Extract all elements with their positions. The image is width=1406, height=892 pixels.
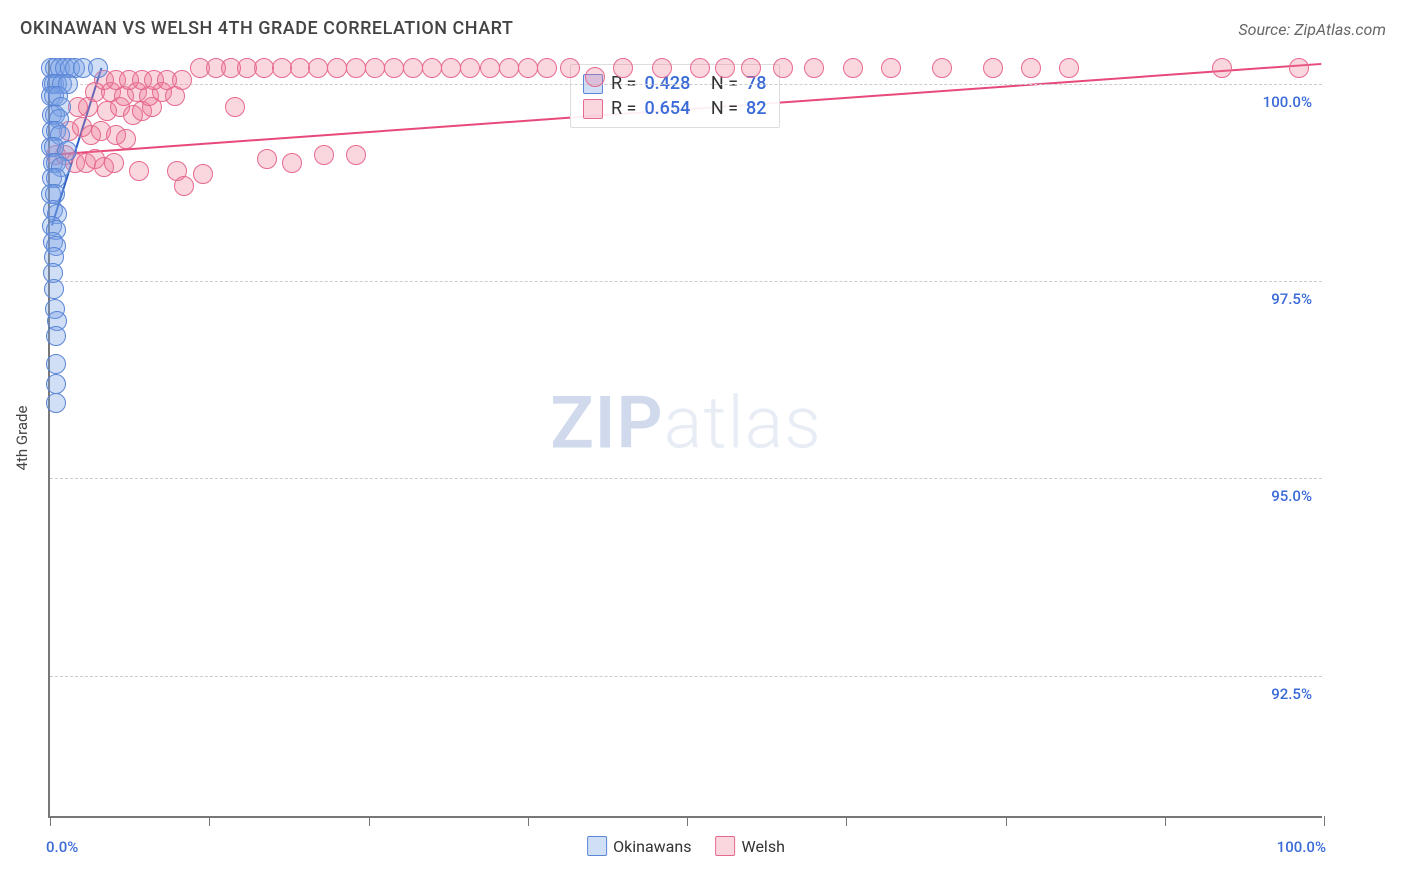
okinawan-point	[44, 279, 64, 299]
chart-header: OKINAWAN VS WELSH 4TH GRADE CORRELATION …	[0, 0, 1406, 47]
y-axis-title: 4th Grade	[13, 406, 31, 471]
welsh-point	[1212, 58, 1232, 78]
y-tick-label: 95.0%	[1271, 487, 1312, 505]
welsh-point	[174, 176, 194, 196]
welsh-stats-row: R = 0.654 N = 82	[583, 96, 767, 121]
welsh-n-value: 82	[746, 98, 766, 119]
welsh-point	[172, 70, 192, 90]
watermark-atlas: atlas	[664, 380, 822, 465]
welsh-point	[346, 58, 366, 78]
plot-area: 4th Grade ZIPatlas R = 0.428 N = 78 R = …	[48, 60, 1322, 818]
okinawan-point	[46, 393, 66, 413]
welsh-point	[585, 67, 605, 87]
welsh-point	[129, 161, 149, 181]
welsh-point	[327, 58, 347, 78]
welsh-point	[537, 58, 557, 78]
x-tick	[846, 816, 847, 826]
welsh-point	[384, 58, 404, 78]
welsh-point	[460, 58, 480, 78]
x-axis-max-label: 100.0%	[1277, 838, 1326, 856]
welsh-point	[193, 164, 213, 184]
okinawan-point	[46, 326, 66, 346]
watermark: ZIPatlas	[550, 380, 822, 465]
legend-okinawans-label: Okinawans	[613, 837, 691, 856]
y-tick-label: 97.5%	[1271, 290, 1312, 308]
welsh-r-value: 0.654	[644, 98, 690, 119]
welsh-point	[804, 58, 824, 78]
welsh-point	[480, 58, 500, 78]
gridline	[50, 84, 1322, 85]
x-tick	[528, 816, 529, 826]
welsh-point	[560, 58, 580, 78]
welsh-point	[282, 153, 302, 173]
welsh-n-label: N =	[711, 98, 738, 119]
gridline	[50, 676, 1322, 677]
okinawan-point	[46, 354, 66, 374]
welsh-point	[346, 145, 366, 165]
welsh-point	[225, 97, 245, 117]
welsh-point	[741, 58, 761, 78]
watermark-zip: ZIP	[550, 380, 663, 465]
welsh-point	[613, 58, 633, 78]
okinawan-point	[88, 58, 108, 78]
welsh-point	[422, 58, 442, 78]
welsh-point	[518, 58, 538, 78]
welsh-point	[104, 153, 124, 173]
okinawan-point	[46, 374, 66, 394]
welsh-point	[932, 58, 952, 78]
welsh-point	[690, 58, 710, 78]
x-tick	[1165, 816, 1166, 826]
welsh-point	[116, 129, 136, 149]
y-tick-label: 100.0%	[1263, 93, 1312, 111]
welsh-r-label: R =	[611, 98, 636, 119]
legend-welsh-label: Welsh	[741, 837, 784, 856]
y-tick-label: 92.5%	[1271, 685, 1312, 703]
welsh-point	[652, 58, 672, 78]
welsh-point	[441, 58, 461, 78]
chart-source: Source: ZipAtlas.com	[1238, 20, 1386, 39]
welsh-point	[773, 58, 793, 78]
welsh-point	[843, 58, 863, 78]
legend: Okinawans Welsh	[587, 836, 785, 856]
chart-title: OKINAWAN VS WELSH 4TH GRADE CORRELATION …	[20, 18, 513, 39]
welsh-point	[1289, 58, 1309, 78]
x-tick	[1006, 816, 1007, 826]
welsh-point	[499, 58, 519, 78]
okinawan-legend-swatch-icon	[587, 836, 607, 856]
welsh-point	[257, 149, 277, 169]
welsh-point	[1059, 58, 1079, 78]
welsh-point	[308, 58, 328, 78]
welsh-point	[1021, 58, 1041, 78]
gridline	[50, 478, 1322, 479]
welsh-swatch-icon	[583, 99, 603, 119]
welsh-point	[403, 58, 423, 78]
x-tick	[50, 816, 51, 826]
gridline	[50, 281, 1322, 282]
x-tick	[1324, 816, 1325, 826]
x-tick	[209, 816, 210, 826]
legend-welsh: Welsh	[715, 836, 784, 856]
welsh-point	[715, 58, 735, 78]
welsh-point	[365, 58, 385, 78]
x-tick	[687, 816, 688, 826]
x-tick	[369, 816, 370, 826]
trend-lines	[50, 60, 1322, 816]
welsh-point	[314, 145, 334, 165]
welsh-legend-swatch-icon	[715, 836, 735, 856]
welsh-point	[983, 58, 1003, 78]
x-axis-min-label: 0.0%	[46, 838, 78, 856]
welsh-point	[881, 58, 901, 78]
legend-okinawans: Okinawans	[587, 836, 691, 856]
